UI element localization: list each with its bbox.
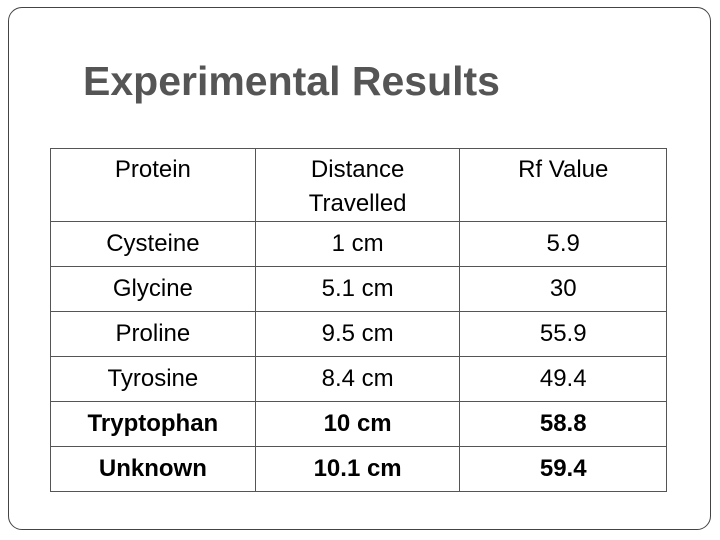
table-cell: 5.9 <box>459 221 667 267</box>
table-cell: Glycine <box>50 266 256 312</box>
table-row: Glycine 5.1 cm 30 <box>50 266 667 312</box>
table-cell: Unknown <box>50 446 256 492</box>
table-cell: 1 cm <box>254 221 461 267</box>
table-row: Cysteine 1 cm 5.9 <box>50 221 667 267</box>
header-cell: Protein <box>50 148 256 222</box>
table-cell: 9.5 cm <box>254 311 461 357</box>
table-head: Protein Distance Travelled Rf Value <box>50 148 667 222</box>
table-cell: Cysteine <box>50 221 256 267</box>
table-body: Cysteine 1 cm 5.9 Glycine 5.1 cm 30 Proline 9.5… <box>50 221 667 492</box>
table-cell: Tryptophan <box>50 401 256 447</box>
header-cell: Rf Value <box>459 148 667 222</box>
table-cell: 58.8 <box>459 401 667 447</box>
table-cell: 59.4 <box>459 446 667 492</box>
table-cell: 5.1 cm <box>254 266 461 312</box>
slide-title: Experimental Results <box>83 58 500 104</box>
results-table: Protein Distance Travelled Rf Value Cystei… <box>50 148 667 492</box>
table-row: Proline 9.5 cm 55.9 <box>50 311 667 357</box>
table-cell: 30 <box>459 266 667 312</box>
slide-frame <box>8 7 711 530</box>
table-cell: 8.4 cm <box>254 356 461 402</box>
table-row: Tyrosine 8.4 cm 49.4 <box>50 356 667 402</box>
table-cell: 10.1 cm <box>254 446 461 492</box>
table-cell: 49.4 <box>459 356 667 402</box>
table-row: Unknown 10.1 cm 59.4 <box>50 446 667 492</box>
table-cell: Proline <box>50 311 256 357</box>
table-row: Tryptophan 10 cm 58.8 <box>50 401 667 447</box>
header-cell: Distance Travelled <box>254 148 461 222</box>
header-row: Protein Distance Travelled Rf Value <box>50 148 667 222</box>
table-cell: 10 cm <box>254 401 461 447</box>
table-cell: 55.9 <box>459 311 667 357</box>
table-cell: Tyrosine <box>50 356 256 402</box>
